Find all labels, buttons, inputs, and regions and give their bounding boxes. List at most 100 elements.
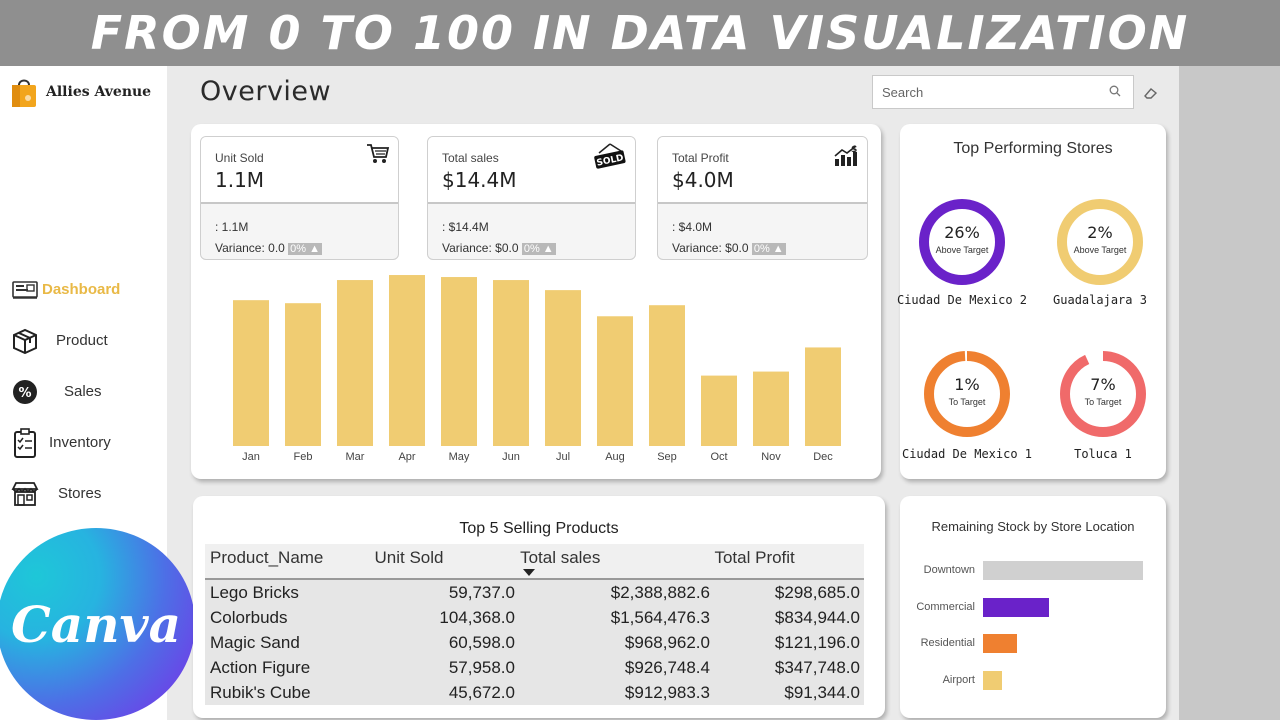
svg-text:$: $ (851, 145, 857, 155)
search-placeholder: Search (882, 84, 924, 100)
bar-sep[interactable] (649, 305, 685, 446)
ring-percent: 7% (1090, 375, 1116, 394)
x-tick-label: Jan (242, 451, 260, 463)
kpi-sub: : $4.0M (672, 220, 713, 234)
top-products-table: Product_Name Unit Sold Total sales Total… (205, 544, 864, 705)
ring-sublabel: Above Target (1073, 245, 1127, 255)
table-cell: $912,983.3 (624, 682, 710, 702)
ring-percent: 1% (954, 375, 980, 394)
table-cell: $2,388,882.6 (610, 582, 710, 602)
bar-aug[interactable] (597, 316, 633, 446)
eraser-icon[interactable] (1144, 84, 1158, 103)
bar-jan[interactable] (233, 300, 269, 446)
stock-label: Airport (942, 673, 975, 686)
stores-title: Top Performing Stores (953, 140, 1113, 157)
sidebar-item-label: Product (56, 332, 108, 349)
stock-bar[interactable] (983, 597, 1049, 617)
sidebar-item-stores[interactable]: Stores (0, 468, 167, 519)
bar-apr[interactable] (389, 275, 425, 446)
ring-progress-arc (1057, 199, 1143, 285)
x-tick-label: Jun (502, 451, 520, 463)
stock-label: Downtown (923, 564, 975, 576)
bar-jun[interactable] (493, 280, 529, 446)
x-tick-label: Mar (346, 451, 365, 463)
kpi-pct: 0% ▲ (751, 243, 786, 255)
table-cell: 45,672.0 (448, 682, 515, 702)
store-name: Ciudad De Mexico 2 (896, 293, 1028, 307)
table-cell: $1,564,476.3 (610, 607, 710, 627)
kpi-card-unit-sold[interactable]: Unit Sold 1.1M : 1.1M Variance: 0.0 0% ▲ (200, 136, 399, 260)
col-header-product[interactable]: Product_Name (210, 548, 324, 567)
table-row[interactable]: Lego Bricks 59,737.0 $2,388,882.6 $298,685.… (205, 580, 864, 605)
dashboard-icon (10, 277, 40, 303)
kpi-variance: Variance: 0.0 (215, 241, 285, 255)
sidebar-item-product[interactable]: Product (0, 315, 167, 366)
bar-mar[interactable] (337, 280, 373, 446)
table-cell: $968,962.0 (624, 632, 710, 652)
search-icon[interactable] (1109, 85, 1121, 100)
table-cell: Lego Bricks (210, 582, 299, 602)
stock-label: Commercial (916, 600, 975, 613)
x-tick-label: Dec (813, 451, 833, 463)
table-cell: $347,748.0 (774, 657, 860, 677)
x-tick-label: Sep (657, 451, 677, 463)
kpi-label: Total Profit (672, 151, 729, 165)
banner-text: FROM 0 TO 100 IN DATA VISUALIZATION (90, 6, 1190, 60)
cart-icon (366, 143, 390, 169)
x-tick-label: Nov (761, 451, 781, 463)
monthly-bar-chart: Jan Feb Mar Apr May Jun Jul Aug Sep Oct Nov Dec (233, 275, 841, 463)
kpi-value: 1.1M (215, 168, 265, 192)
bar-feb[interactable] (285, 303, 321, 446)
brand-name: Allies Avenue (46, 84, 152, 100)
kpi-pct: 0% ▲ (288, 243, 323, 255)
bar-jul[interactable] (545, 290, 581, 446)
table-cell: Magic Sand (210, 632, 300, 652)
sidebar-nav: Dashboard Product % Sales Inventory (0, 264, 167, 519)
box-icon (10, 328, 40, 354)
kpi-variance: Variance: $0.0 (672, 241, 749, 255)
bar-may[interactable] (441, 277, 477, 446)
sidebar-item-label: Inventory (49, 434, 111, 451)
clipboard-icon (10, 427, 40, 458)
store-ring[interactable] (914, 194, 1010, 290)
table-cell: $298,685.0 (774, 582, 860, 602)
kpi-card-total-profit[interactable]: Total Profit $4.0M $ : $4.0M Variance: $… (657, 136, 868, 260)
table-row[interactable]: Magic Sand 60,598.0 $968,962.0 $121,196.0 (205, 630, 864, 655)
search-input[interactable]: Search (872, 75, 1134, 109)
profit-chart-icon: $ (833, 143, 859, 171)
stock-bar[interactable] (983, 670, 1003, 690)
kpi-card-total-sales[interactable]: Total sales $14.4M SOLD : $14.4M Varianc… (427, 136, 636, 260)
table-row[interactable]: Colorbuds 104,368.0 $1,564,476.3 $834,944.0 (205, 605, 864, 630)
table-row[interactable]: Rubik's Cube 45,672.0 $912,983.3 $91,344.0 (205, 680, 864, 705)
kpi-variance: Variance: $0.0 (442, 241, 519, 255)
page-title: Overview (200, 76, 332, 107)
store-ring[interactable] (919, 346, 1015, 442)
x-tick-label: Feb (294, 451, 313, 463)
col-header-total-sales[interactable]: Total sales (520, 548, 601, 567)
col-header-unit-sold[interactable]: Unit Sold (374, 548, 444, 567)
table-row[interactable]: Action Figure 57,958.0 $926,748.4 $347,748.… (205, 655, 864, 680)
stock-label: Residential (920, 637, 975, 649)
table-header: Product_Name Unit Sold Total sales Total… (205, 544, 864, 580)
bar-dec[interactable] (805, 347, 841, 446)
bar-nov[interactable] (753, 371, 789, 446)
brand[interactable]: Allies Avenue (8, 76, 151, 108)
x-tick-label: Jul (556, 451, 570, 463)
sort-desc-icon[interactable] (523, 569, 535, 576)
sidebar-item-sales[interactable]: % Sales (0, 366, 167, 417)
sidebar-item-dashboard[interactable]: Dashboard (0, 264, 167, 315)
ring-sublabel: To Target (1084, 397, 1122, 407)
store-ring[interactable] (1052, 194, 1148, 290)
stock-bar[interactable] (983, 561, 1143, 580)
col-header-total-profit[interactable]: Total Profit (714, 548, 795, 567)
table-cell: 57,958.0 (448, 657, 515, 677)
sold-sign-icon: SOLD (593, 143, 627, 175)
sidebar-item-inventory[interactable]: Inventory (0, 417, 167, 468)
store-ring[interactable] (1055, 346, 1151, 442)
ring-sublabel: To Target (948, 397, 986, 407)
bar-oct[interactable] (701, 375, 737, 446)
kpi-sub: : $14.4M (442, 220, 489, 234)
stock-title: Remaining Stock by Store Location (931, 519, 1135, 534)
stock-bar[interactable] (983, 634, 1017, 653)
percent-icon: % (10, 379, 40, 405)
